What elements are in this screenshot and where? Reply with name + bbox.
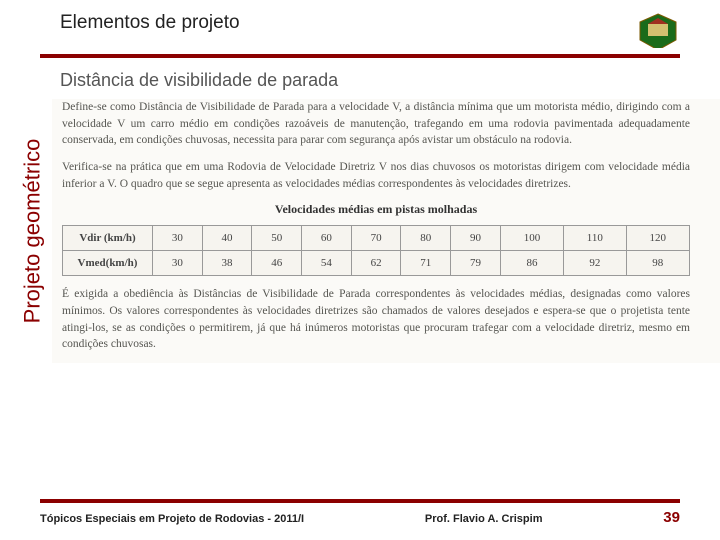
cell: 80 (401, 226, 451, 251)
cell: 98 (626, 251, 689, 276)
requirement-paragraph: É exigida a obediência às Distâncias de … (62, 286, 690, 353)
cell: 79 (451, 251, 501, 276)
institution-logo (636, 12, 680, 48)
cell: 62 (351, 251, 401, 276)
cell: 40 (202, 226, 252, 251)
cell: 110 (564, 226, 626, 251)
slide-number: 39 (663, 509, 680, 526)
footer-course-title: Tópicos Especiais em Projeto de Rodovias… (40, 513, 304, 525)
cell: 50 (252, 226, 302, 251)
row-header-vdir: Vdir (km/h) (63, 226, 153, 251)
cell: 30 (153, 226, 203, 251)
cell: 54 (302, 251, 352, 276)
footer-author: Prof. Flavio A. Crispim (425, 513, 543, 525)
scanned-textbook-excerpt: Define-se como Distância de Visibilidade… (52, 99, 720, 363)
cell: 90 (451, 226, 501, 251)
cell: 92 (564, 251, 626, 276)
slide-subtitle: Distância de visibilidade de parada (0, 66, 720, 99)
cell: 60 (302, 226, 352, 251)
table-row: Vmed(km/h) 30 38 46 54 62 71 79 86 92 98 (63, 251, 690, 276)
slide-header: Elementos de projeto (0, 0, 720, 54)
cell: 46 (252, 251, 302, 276)
cell: 86 (500, 251, 563, 276)
content-area: Projeto geométrico Define-se como Distân… (0, 99, 720, 363)
cell: 71 (401, 251, 451, 276)
cell: 30 (153, 251, 203, 276)
footer-divider (40, 499, 680, 503)
vertical-section-label: Projeto geométrico (12, 99, 52, 363)
speed-table: Vdir (km/h) 30 40 50 60 70 80 90 100 110… (62, 225, 690, 276)
row-header-vmed: Vmed(km/h) (63, 251, 153, 276)
definition-paragraph: Define-se como Distância de Visibilidade… (62, 99, 690, 149)
cell: 120 (626, 226, 689, 251)
slide-footer: Tópicos Especiais em Projeto de Rodovias… (0, 499, 720, 540)
table-row: Vdir (km/h) 30 40 50 60 70 80 90 100 110… (63, 226, 690, 251)
side-label-text: Projeto geométrico (19, 139, 45, 324)
cell: 70 (351, 226, 401, 251)
page-title: Elementos de projeto (60, 12, 240, 34)
header-divider (40, 54, 680, 58)
table-title: Velocidades médias em pistas molhadas (62, 202, 690, 217)
observation-paragraph: Verifica-se na prática que em uma Rodovi… (62, 159, 690, 192)
cell: 38 (202, 251, 252, 276)
cell: 100 (500, 226, 563, 251)
